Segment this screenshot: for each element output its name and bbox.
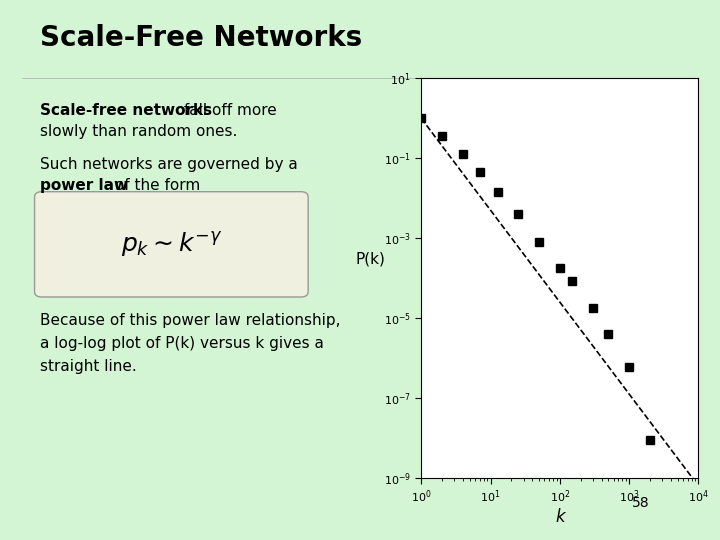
Text: Because of this power law relationship,: Because of this power law relationship, bbox=[40, 313, 340, 328]
Text: Scale-Free Networks: Scale-Free Networks bbox=[40, 24, 362, 52]
Text: 58: 58 bbox=[632, 496, 649, 510]
Text: a log-log plot of P(k) versus k gives a: a log-log plot of P(k) versus k gives a bbox=[40, 336, 323, 351]
Text: Scale-free networks: Scale-free networks bbox=[40, 103, 212, 118]
Text: of the form: of the form bbox=[110, 178, 200, 193]
Text: Such networks are governed by a: Such networks are governed by a bbox=[40, 157, 297, 172]
Text: P(k): P(k) bbox=[356, 252, 385, 267]
Text: fall off more: fall off more bbox=[179, 103, 276, 118]
Text: straight line.: straight line. bbox=[40, 359, 136, 374]
Text: slowly than random ones.: slowly than random ones. bbox=[40, 124, 237, 139]
FancyBboxPatch shape bbox=[35, 192, 308, 297]
X-axis label: k: k bbox=[555, 508, 564, 526]
Text: $p_k \sim k^{-\gamma}$: $p_k \sim k^{-\gamma}$ bbox=[120, 230, 222, 259]
Text: power law: power law bbox=[40, 178, 127, 193]
